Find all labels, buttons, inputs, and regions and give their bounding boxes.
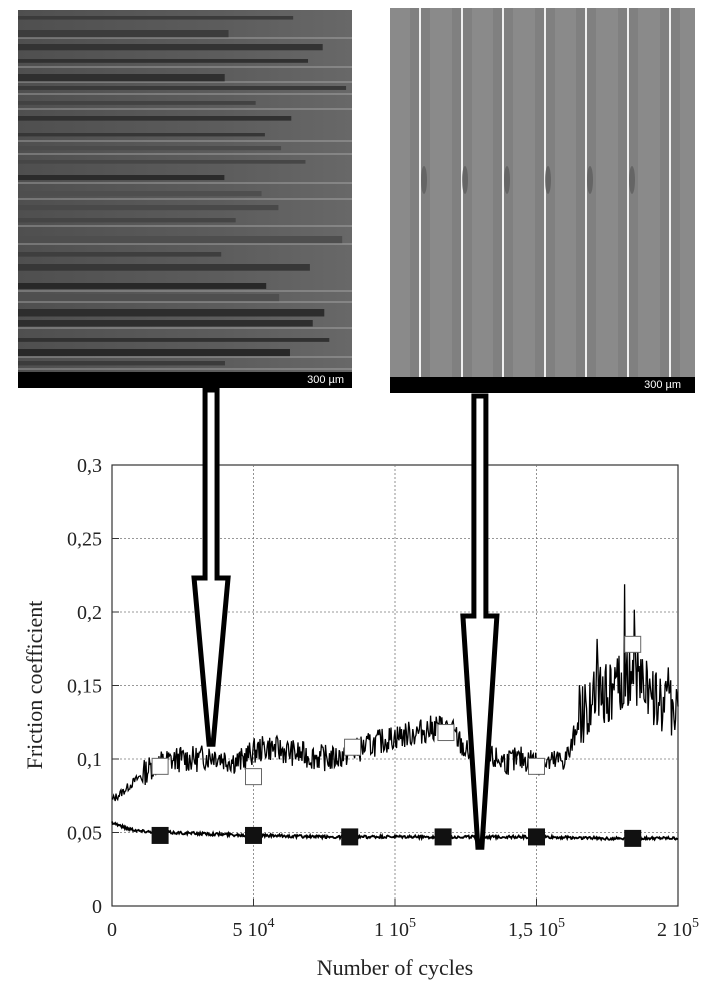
x-tick-exponent: 5 <box>409 916 416 931</box>
x-tick-label: 5 104 <box>233 916 275 941</box>
open-square-marker <box>245 768 262 786</box>
wear-spot <box>462 166 468 194</box>
filled-square-marker <box>151 826 169 844</box>
pointer-arrows <box>191 387 500 850</box>
x-tick-label-text: 1,5 10 <box>508 919 558 941</box>
y-tick-label: 0,15 <box>67 676 102 698</box>
wear-track-band <box>18 44 323 51</box>
wear-track-band <box>18 218 236 223</box>
filled-square-marker <box>624 829 642 847</box>
wear-track-band <box>18 30 229 38</box>
open-square-marker <box>528 757 545 775</box>
y-tick-label: 0,3 <box>77 455 102 477</box>
untreated-surface-micrograph: 300 µm <box>18 10 352 388</box>
wear-track-band <box>18 133 265 137</box>
series-markers <box>151 635 642 847</box>
wear-spot <box>545 166 551 194</box>
scale-bar-label: 300 µm <box>644 379 681 391</box>
x-tick-label-text: 5 10 <box>233 919 268 941</box>
horizontal-wear-tracks-image <box>18 10 352 388</box>
wear-track-band <box>18 146 282 151</box>
wear-track-band <box>18 252 222 257</box>
scale-bar-label: 300 µm <box>307 374 344 386</box>
treated-surface-micrograph: 300 µm <box>390 8 695 393</box>
wear-track-band <box>18 74 225 82</box>
wear-track-band <box>18 236 343 244</box>
pointer-arrow-untreated-surface <box>191 387 231 747</box>
y-axis-label: Friction coefficient <box>22 601 47 770</box>
x-tick-label: 2 105 <box>657 916 699 941</box>
open-square-marker <box>437 724 455 742</box>
scale-bar-strip <box>18 372 352 388</box>
grid-lines <box>112 465 678 906</box>
filled-square-marker <box>434 828 452 846</box>
wear-track-band <box>18 116 292 121</box>
y-tick-label: 0,05 <box>67 823 102 845</box>
open-square-marker <box>624 635 642 653</box>
x-tick-label-text: 2 10 <box>657 919 692 941</box>
tick-labels: 00,050,10,150,20,250,30 5 104 1 105 1,5 105… <box>67 455 699 941</box>
wear-track-band <box>18 338 330 342</box>
wear-spot <box>421 166 427 194</box>
x-tick-label: 0 <box>107 919 117 941</box>
y-tick-label: 0,25 <box>67 529 102 551</box>
wear-spot <box>629 166 635 194</box>
wear-track-band <box>18 361 225 366</box>
x-tick-label: 1,5 105 <box>508 916 565 941</box>
wear-track-band <box>18 309 325 317</box>
filled-square-marker <box>528 828 545 846</box>
x-axis-label: Number of cycles <box>317 955 473 980</box>
wear-track-band <box>18 294 280 302</box>
filled-square-marker <box>341 828 359 846</box>
wear-spot <box>504 166 510 194</box>
open-square-marker <box>344 738 362 756</box>
y-tick-label: 0,2 <box>77 602 102 624</box>
open-square-marker <box>151 757 169 775</box>
wear-track-band <box>18 59 309 63</box>
wear-track-band <box>18 283 267 289</box>
y-tick-label: 0 <box>92 896 102 918</box>
pointer-arrow-treated-surface <box>460 393 500 850</box>
scale-bar-strip <box>390 377 695 393</box>
x-tick-label-text: 0 <box>107 919 117 941</box>
wear-track-band <box>18 86 347 90</box>
wear-track-band <box>18 264 310 271</box>
x-tick-exponent: 4 <box>268 916 275 931</box>
x-tick-exponent: 5 <box>558 916 565 931</box>
x-tick-label: 1 105 <box>374 916 416 941</box>
wear-spot <box>587 166 593 194</box>
series-lines <box>111 584 679 842</box>
wear-track-band <box>18 320 313 327</box>
wear-track-band <box>18 205 279 211</box>
filled-square-marker <box>245 826 262 844</box>
series-line-0 <box>111 584 679 802</box>
wear-track-band <box>18 349 290 357</box>
wear-track-band <box>18 160 306 164</box>
x-tick-exponent: 5 <box>692 916 699 931</box>
y-tick-label: 0,1 <box>77 749 102 771</box>
wear-track-band <box>18 175 225 181</box>
wear-track-band <box>18 191 262 197</box>
wear-track-band <box>18 16 294 20</box>
vertical-wear-tracks-image <box>390 8 695 393</box>
wear-track-band <box>18 101 256 105</box>
series-line-1 <box>111 821 679 842</box>
x-tick-label-text: 1 10 <box>374 919 409 941</box>
tick-marks <box>111 464 679 907</box>
